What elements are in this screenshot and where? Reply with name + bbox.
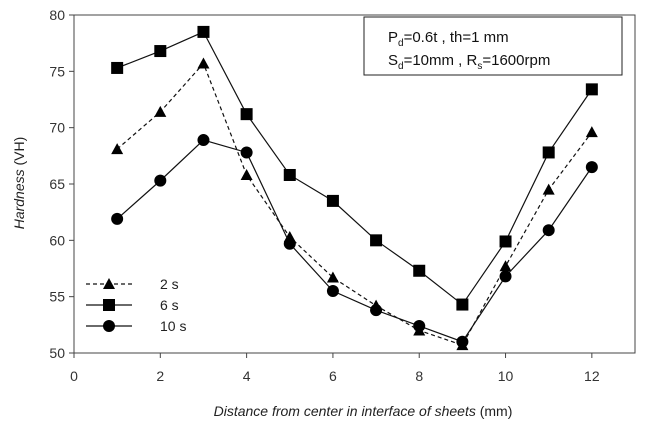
x-tick-label: 0: [70, 368, 78, 384]
data-point-6s: [197, 25, 210, 38]
legend-marker-10s: [103, 320, 115, 332]
legend-item-6s: 6 s: [86, 297, 179, 313]
x-tick-label: 8: [415, 368, 423, 384]
x-tick-label: 6: [329, 368, 337, 384]
y-tick-label: 80: [49, 7, 65, 23]
series-2s: [111, 57, 598, 351]
legend-marker-2s: [103, 278, 115, 289]
series-line-2s: [116, 62, 593, 346]
data-point-2s: [111, 143, 124, 155]
data-point-10s: [585, 161, 598, 174]
series-10s: [111, 134, 598, 348]
annotation-border: [363, 16, 623, 76]
y-axis-ticks: 50 55 60 65 70 75 80: [49, 7, 74, 361]
data-point-10s: [370, 304, 383, 317]
data-point-2s: [326, 271, 339, 283]
data-point-2s: [585, 126, 598, 138]
data-point-6s: [283, 168, 296, 181]
series-line-6s: [116, 31, 593, 306]
legend-marker-6s: [103, 299, 115, 311]
data-point-10s: [197, 134, 210, 147]
legend-item-2s: 2 s: [86, 276, 179, 292]
data-point-10s: [542, 224, 555, 237]
x-tick-label: 4: [243, 368, 251, 384]
data-point-6s: [154, 45, 167, 58]
series-line-10s: [116, 139, 593, 343]
legend-label-6s: 6 s: [160, 297, 179, 313]
data-point-2s: [542, 183, 555, 195]
data-point-6s: [499, 235, 512, 248]
y-tick-label: 75: [49, 63, 65, 79]
y-tick-label: 60: [49, 232, 65, 248]
y-axis-title: Hardness (VH): [11, 137, 27, 230]
data-point-6s: [456, 298, 469, 311]
y-tick-label: 70: [49, 120, 65, 136]
data-point-10s: [154, 174, 167, 187]
legend-item-10s: 10 s: [86, 318, 186, 334]
x-axis-title: Distance from center in interface of she…: [214, 403, 513, 419]
data-point-6s: [240, 108, 253, 121]
data-point-6s: [370, 234, 383, 247]
data-point-2s: [499, 260, 512, 272]
y-tick-label: 55: [49, 289, 65, 305]
data-point-6s: [111, 61, 124, 74]
annotation-box: Pd=0.6t , th=1 mm Sd=10mm , Rs=1600rpm: [363, 16, 623, 76]
data-point-6s: [542, 146, 555, 159]
data-point-6s: [413, 264, 426, 277]
series-layer: [111, 25, 598, 351]
legend-label-10s: 10 s: [160, 318, 186, 334]
series-6s: [111, 25, 598, 311]
y-tick-label: 50: [49, 345, 65, 361]
x-tick-label: 10: [498, 368, 514, 384]
legend-label-2s: 2 s: [160, 276, 179, 292]
x-tick-label: 2: [156, 368, 164, 384]
data-point-10s: [326, 285, 339, 298]
annotation-line-1: Pd=0.6t , th=1 mm: [388, 29, 509, 49]
data-point-10s: [283, 237, 296, 250]
data-point-2s: [240, 168, 253, 180]
x-tick-label: 12: [584, 368, 600, 384]
data-point-10s: [413, 319, 426, 332]
legend: 2 s 6 s 10 s: [86, 276, 186, 334]
data-point-6s: [585, 83, 598, 96]
data-point-10s: [111, 212, 124, 225]
data-point-10s: [456, 335, 469, 348]
data-point-2s: [197, 57, 210, 69]
y-tick-label: 65: [49, 176, 65, 192]
x-axis-ticks: 0 2 4 6 8 10 12: [70, 353, 600, 384]
data-point-6s: [326, 194, 339, 207]
data-point-10s: [240, 146, 253, 159]
annotation-line-2: Sd=10mm , Rs=1600rpm: [388, 52, 550, 72]
data-point-2s: [154, 105, 167, 117]
data-point-10s: [499, 270, 512, 283]
